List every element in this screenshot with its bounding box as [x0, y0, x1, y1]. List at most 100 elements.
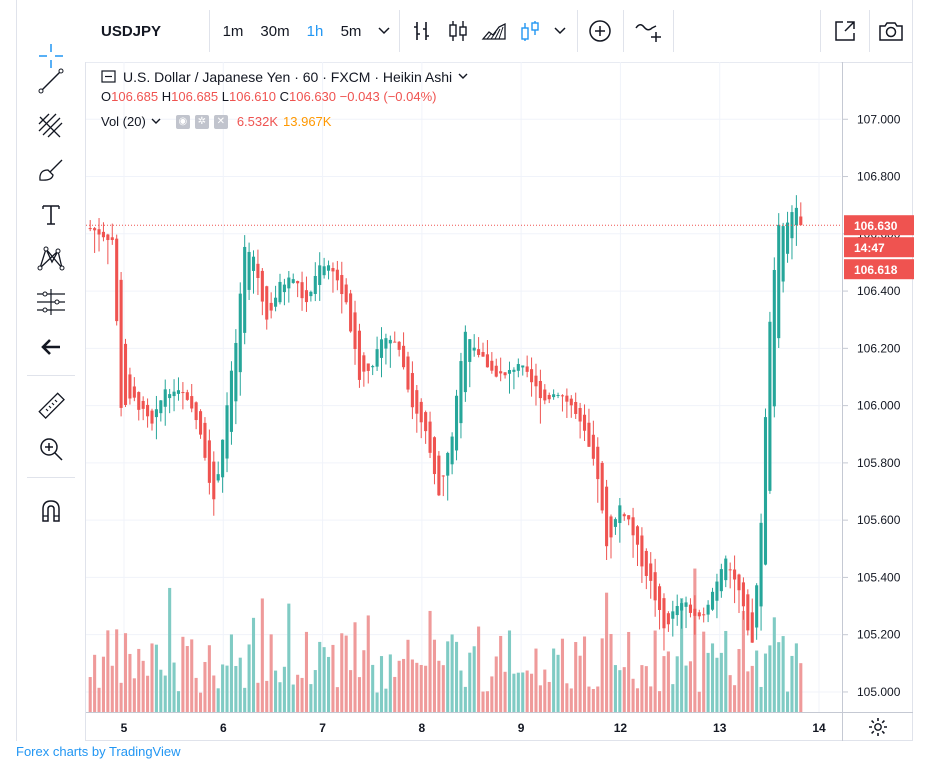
price-tick-label: 106.000	[857, 399, 901, 413]
candle-body	[432, 437, 437, 475]
volume-bar	[146, 675, 150, 712]
sidebar-divider	[27, 477, 75, 478]
interval-30m-label: 30m	[260, 22, 290, 40]
crosshair-tool-button[interactable]	[31, 38, 71, 74]
volume-bar	[247, 644, 251, 712]
interval-5m-button[interactable]: 5m	[335, 0, 367, 62]
candle-body	[450, 436, 454, 465]
volume-bar	[194, 677, 198, 712]
heikin-ashi-style-button[interactable]	[513, 0, 547, 62]
candle-body	[666, 613, 670, 625]
volume-bar	[132, 678, 136, 712]
candle-body	[406, 356, 410, 390]
volume-label[interactable]: Vol (20)	[101, 114, 146, 129]
candles-style-button[interactable]	[441, 0, 475, 62]
interval-1h-label: 1h	[306, 22, 324, 40]
eye-icon[interactable]: ◉	[175, 114, 190, 129]
volume-bar	[622, 667, 626, 712]
volume-bar	[715, 657, 719, 712]
candle-body	[560, 395, 565, 397]
fib-tool-button[interactable]	[31, 108, 71, 144]
volume-bar	[366, 615, 370, 712]
text-tool-button[interactable]	[31, 196, 71, 232]
chart-pane[interactable]	[86, 62, 841, 712]
time-scale[interactable]: 5 6 7 8 9 12 13 14	[86, 712, 842, 741]
ruler-tool-button[interactable]	[31, 388, 71, 424]
trendline-tool-button[interactable]	[31, 63, 71, 99]
close-icon[interactable]: ✕	[213, 114, 228, 129]
volume-bar	[525, 670, 529, 712]
collapse-icon[interactable]	[101, 70, 117, 84]
chevron-down-icon[interactable]	[458, 73, 468, 81]
volume-bar	[221, 664, 225, 712]
interval-1m-button[interactable]: 1m	[217, 0, 249, 62]
candle-body	[207, 440, 211, 483]
candle-body	[794, 207, 798, 226]
volume-bar	[141, 660, 145, 712]
candlestick-chart	[86, 62, 841, 712]
chart-settings-button[interactable]	[842, 712, 913, 741]
volume-bar	[569, 688, 573, 712]
candle-body	[357, 330, 361, 380]
back-button[interactable]	[31, 329, 71, 365]
grid-lines	[86, 62, 841, 712]
screenshot-button[interactable]	[870, 0, 912, 62]
candle-body	[291, 279, 295, 283]
chevron-down-icon[interactable]	[151, 118, 161, 126]
volume-bar	[538, 685, 542, 712]
volume-bar	[759, 686, 763, 712]
volume-bar	[649, 686, 653, 712]
compare-button[interactable]	[627, 0, 671, 62]
candle-body	[168, 394, 172, 399]
add-indicator-icon	[589, 20, 611, 42]
volume-bar	[556, 654, 560, 712]
candle-body	[159, 400, 163, 414]
interval-dropdown-button[interactable]	[373, 0, 395, 62]
area-style-button[interactable]	[477, 0, 511, 62]
fullscreen-icon	[835, 21, 855, 41]
interval-1h-button[interactable]: 1h	[301, 0, 329, 62]
pattern-tool-button[interactable]	[31, 240, 71, 276]
candles-icon	[449, 21, 467, 41]
gear-icon[interactable]: ✲	[194, 114, 209, 129]
volume-bar	[282, 666, 286, 712]
volume-bar	[799, 663, 803, 712]
countdown-badge-bg	[844, 237, 914, 258]
candle-body	[287, 277, 291, 289]
candle-body	[278, 281, 282, 303]
candle-body	[680, 603, 684, 611]
magnet-tool-button[interactable]	[31, 493, 71, 529]
candles	[88, 195, 803, 651]
price-badge-bg	[844, 259, 914, 280]
attribution-link[interactable]: Forex charts by TradingView	[16, 744, 181, 759]
volume-bar	[415, 662, 419, 712]
candle-body	[238, 293, 242, 373]
interval-30m-button[interactable]: 30m	[255, 0, 295, 62]
volume-bar	[119, 682, 123, 712]
candle-body	[393, 341, 397, 343]
symbol-search-button[interactable]: USDJPY	[17, 0, 207, 62]
measure-tool-button[interactable]	[31, 284, 71, 320]
volume-bar	[605, 592, 609, 712]
candle-body	[88, 228, 92, 230]
add-indicator-button[interactable]	[581, 0, 619, 62]
zoom-in-tool-button[interactable]	[31, 431, 71, 467]
candle-body	[243, 246, 247, 333]
volume-bar	[313, 670, 317, 712]
bars-icon	[414, 22, 429, 40]
candle-body	[419, 401, 423, 423]
candle-body	[181, 392, 185, 394]
volume-ma-value: 13.967K	[283, 114, 332, 129]
chart-style-dropdown-button[interactable]	[549, 0, 571, 62]
series-title[interactable]: U.S. Dollar / Japanese Yen · 60 · FXCM ·…	[123, 69, 453, 85]
crosshair-icon	[39, 44, 63, 68]
brush-tool-button[interactable]	[31, 153, 71, 189]
volume-bar	[675, 656, 679, 712]
volume-bar	[507, 630, 512, 712]
volume-bar	[216, 688, 220, 712]
volume-bar	[432, 639, 437, 712]
fullscreen-button[interactable]	[823, 0, 867, 62]
candle-body	[688, 604, 692, 613]
bars-style-button[interactable]	[405, 0, 439, 62]
price-scale[interactable]: 107.000106.800106.600106.400106.200106.0…	[842, 62, 914, 712]
